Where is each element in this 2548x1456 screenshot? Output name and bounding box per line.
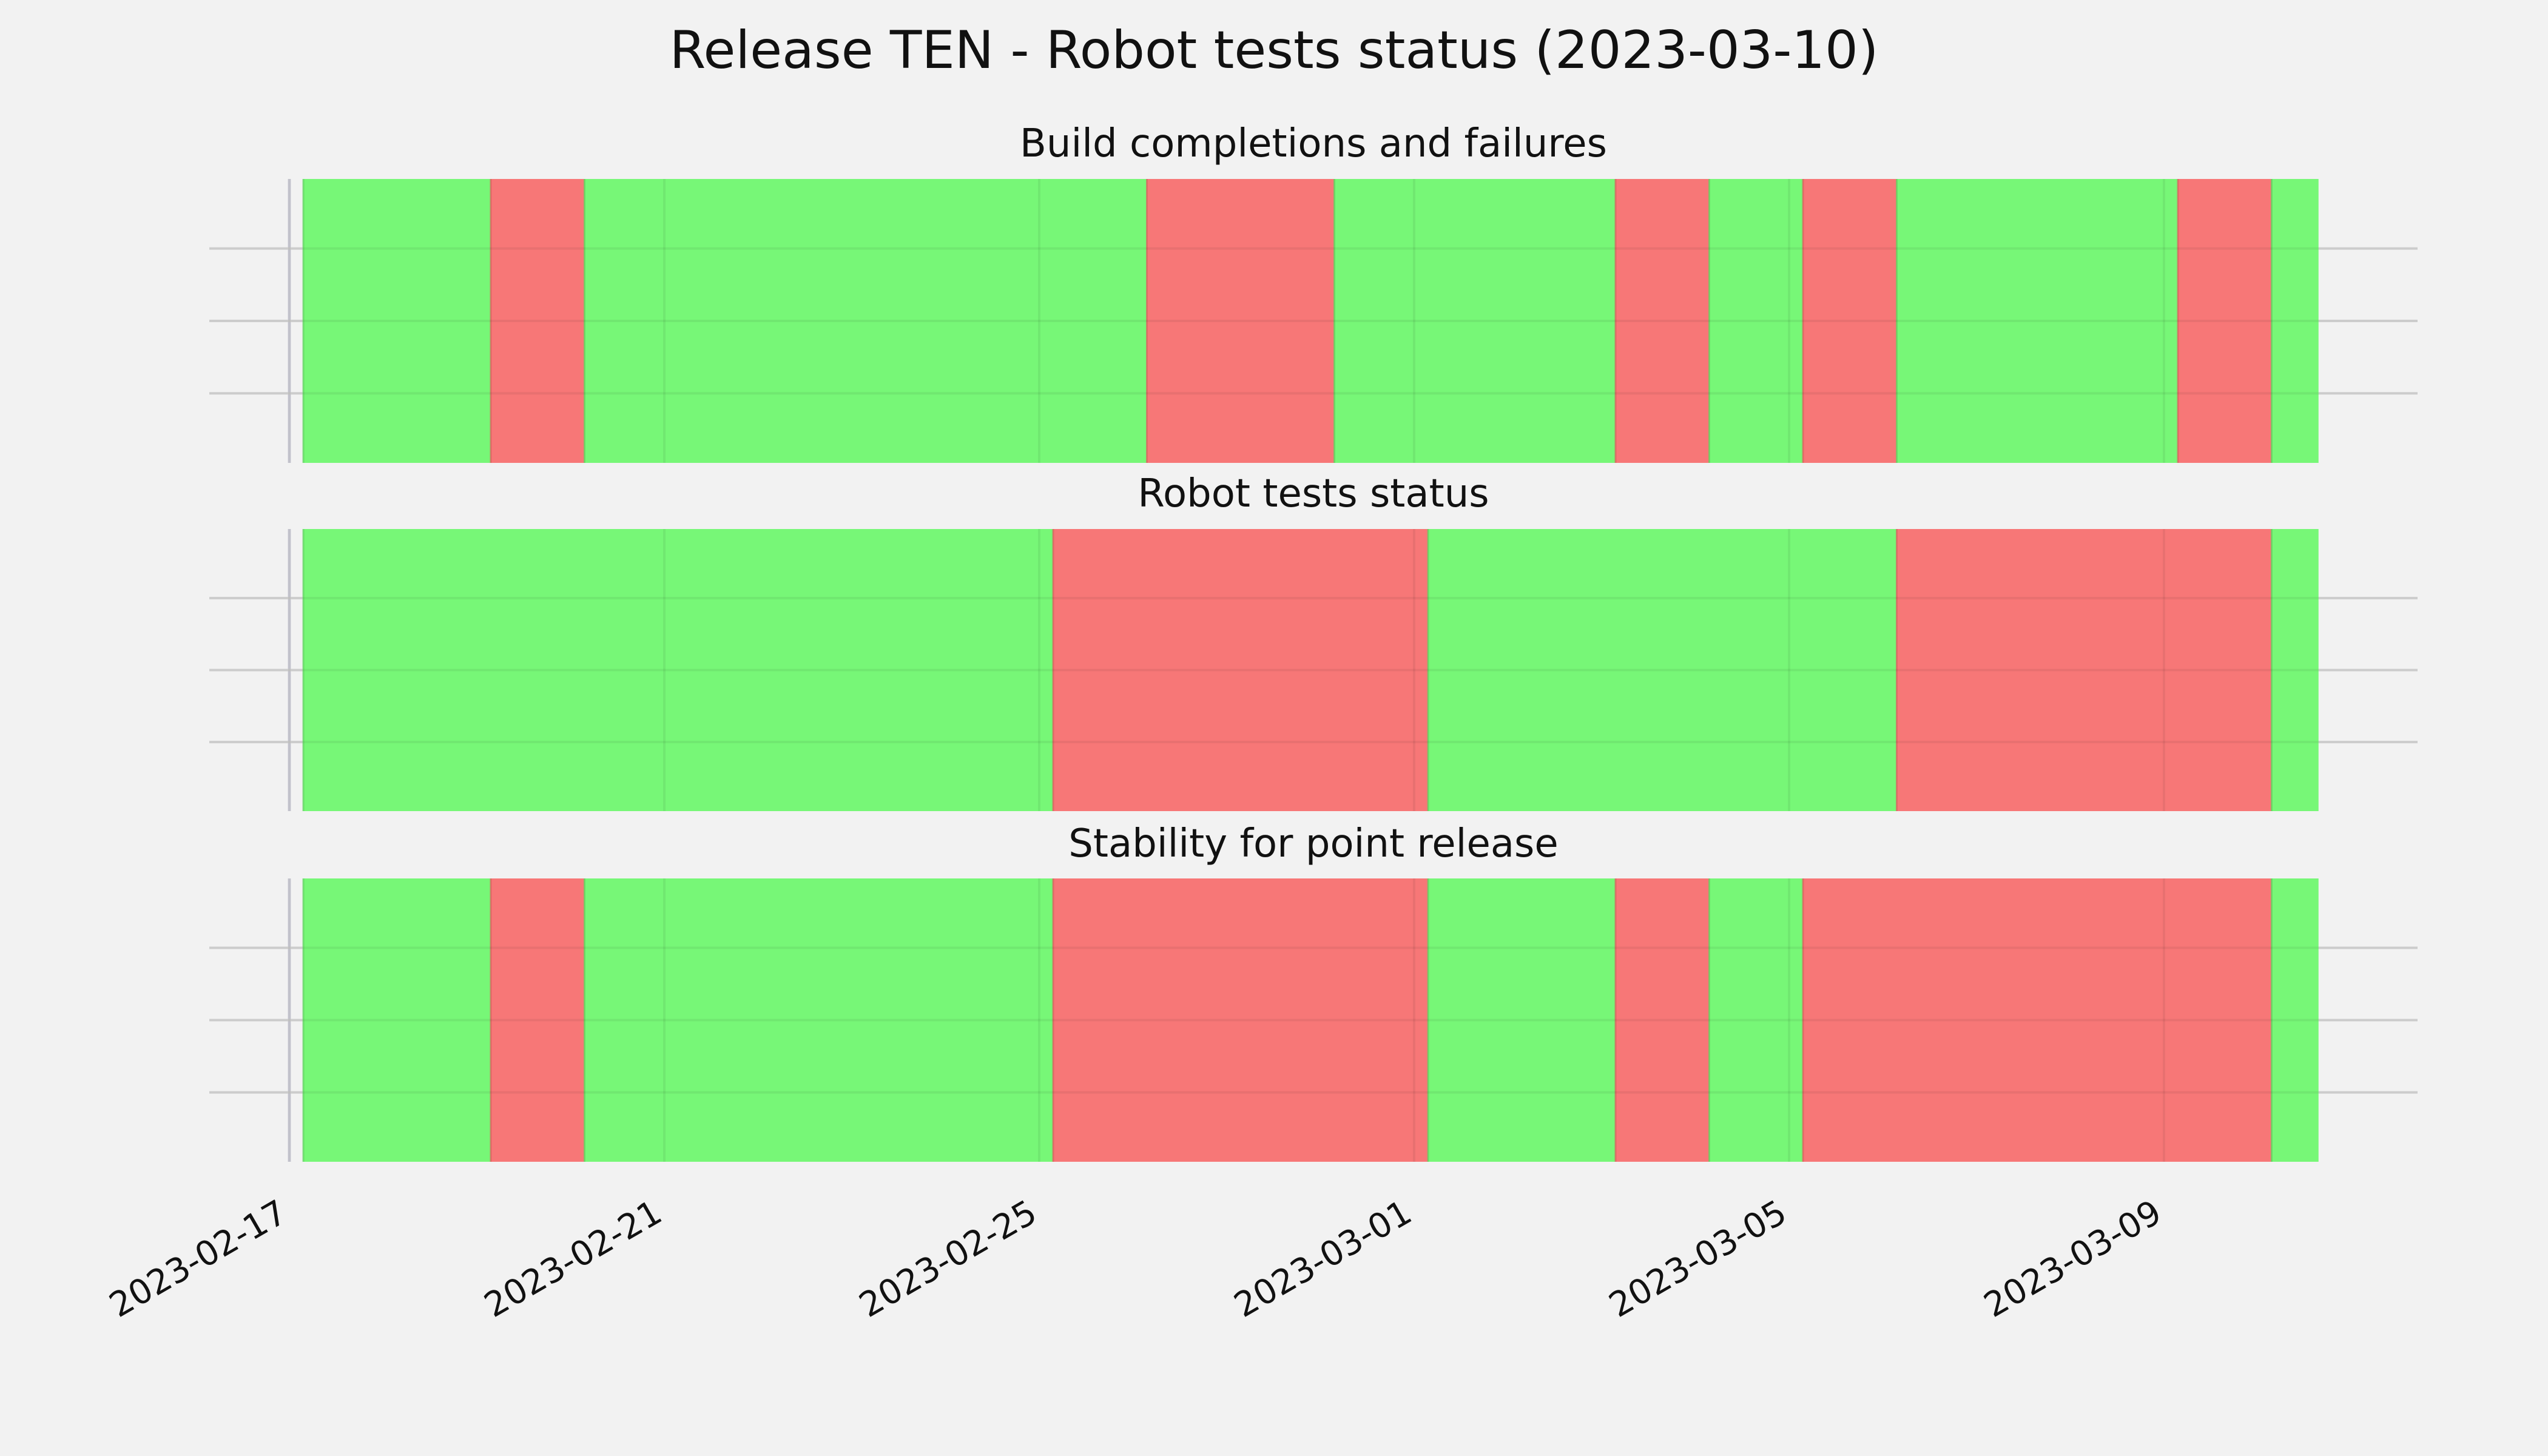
- status-segment-fail: [491, 179, 585, 463]
- status-segment-pass: [303, 878, 491, 1162]
- status-segment-fail: [1616, 179, 1710, 463]
- panel-title: Build completions and failures: [1020, 121, 1607, 166]
- status-segment-fail: [1147, 179, 1335, 463]
- panel-title: Stability for point release: [1068, 821, 1559, 866]
- status-segment-pass: [1428, 529, 1897, 811]
- panel-1: Build completions and failures: [209, 121, 2418, 463]
- status-segment-pass: [2271, 529, 2319, 811]
- status-segment-pass: [303, 179, 491, 463]
- status-segment-fail: [1803, 179, 1897, 463]
- status-segment-pass: [2271, 878, 2319, 1162]
- panel-title: Robot tests status: [1138, 471, 1489, 516]
- status-segment-fail: [2178, 179, 2272, 463]
- chart-title: Release TEN - Robot tests status (2023-0…: [670, 20, 1879, 81]
- status-segment-pass: [584, 878, 1053, 1162]
- panel-3: Stability for point release: [209, 821, 2418, 1162]
- status-segment-fail: [491, 878, 585, 1162]
- status-segment-pass: [1896, 179, 2178, 463]
- status-segment-fail: [1053, 878, 1428, 1162]
- status-segment-fail: [1053, 529, 1428, 811]
- status-segment-fail: [1803, 878, 2272, 1162]
- panels-group: Build completions and failures Robot test…: [209, 121, 2418, 1162]
- status-segment-pass: [303, 529, 1053, 811]
- status-segment-pass: [1709, 878, 1803, 1162]
- status-segment-pass: [2271, 179, 2319, 463]
- panel-2: Robot tests status: [209, 471, 2418, 811]
- status-segment-pass: [1428, 878, 1616, 1162]
- status-segment-pass: [1334, 179, 1616, 463]
- status-segment-fail: [1616, 878, 1710, 1162]
- status-segment-pass: [1709, 179, 1803, 463]
- status-segment-fail: [1896, 529, 2272, 811]
- status-segment-pass: [584, 179, 1147, 463]
